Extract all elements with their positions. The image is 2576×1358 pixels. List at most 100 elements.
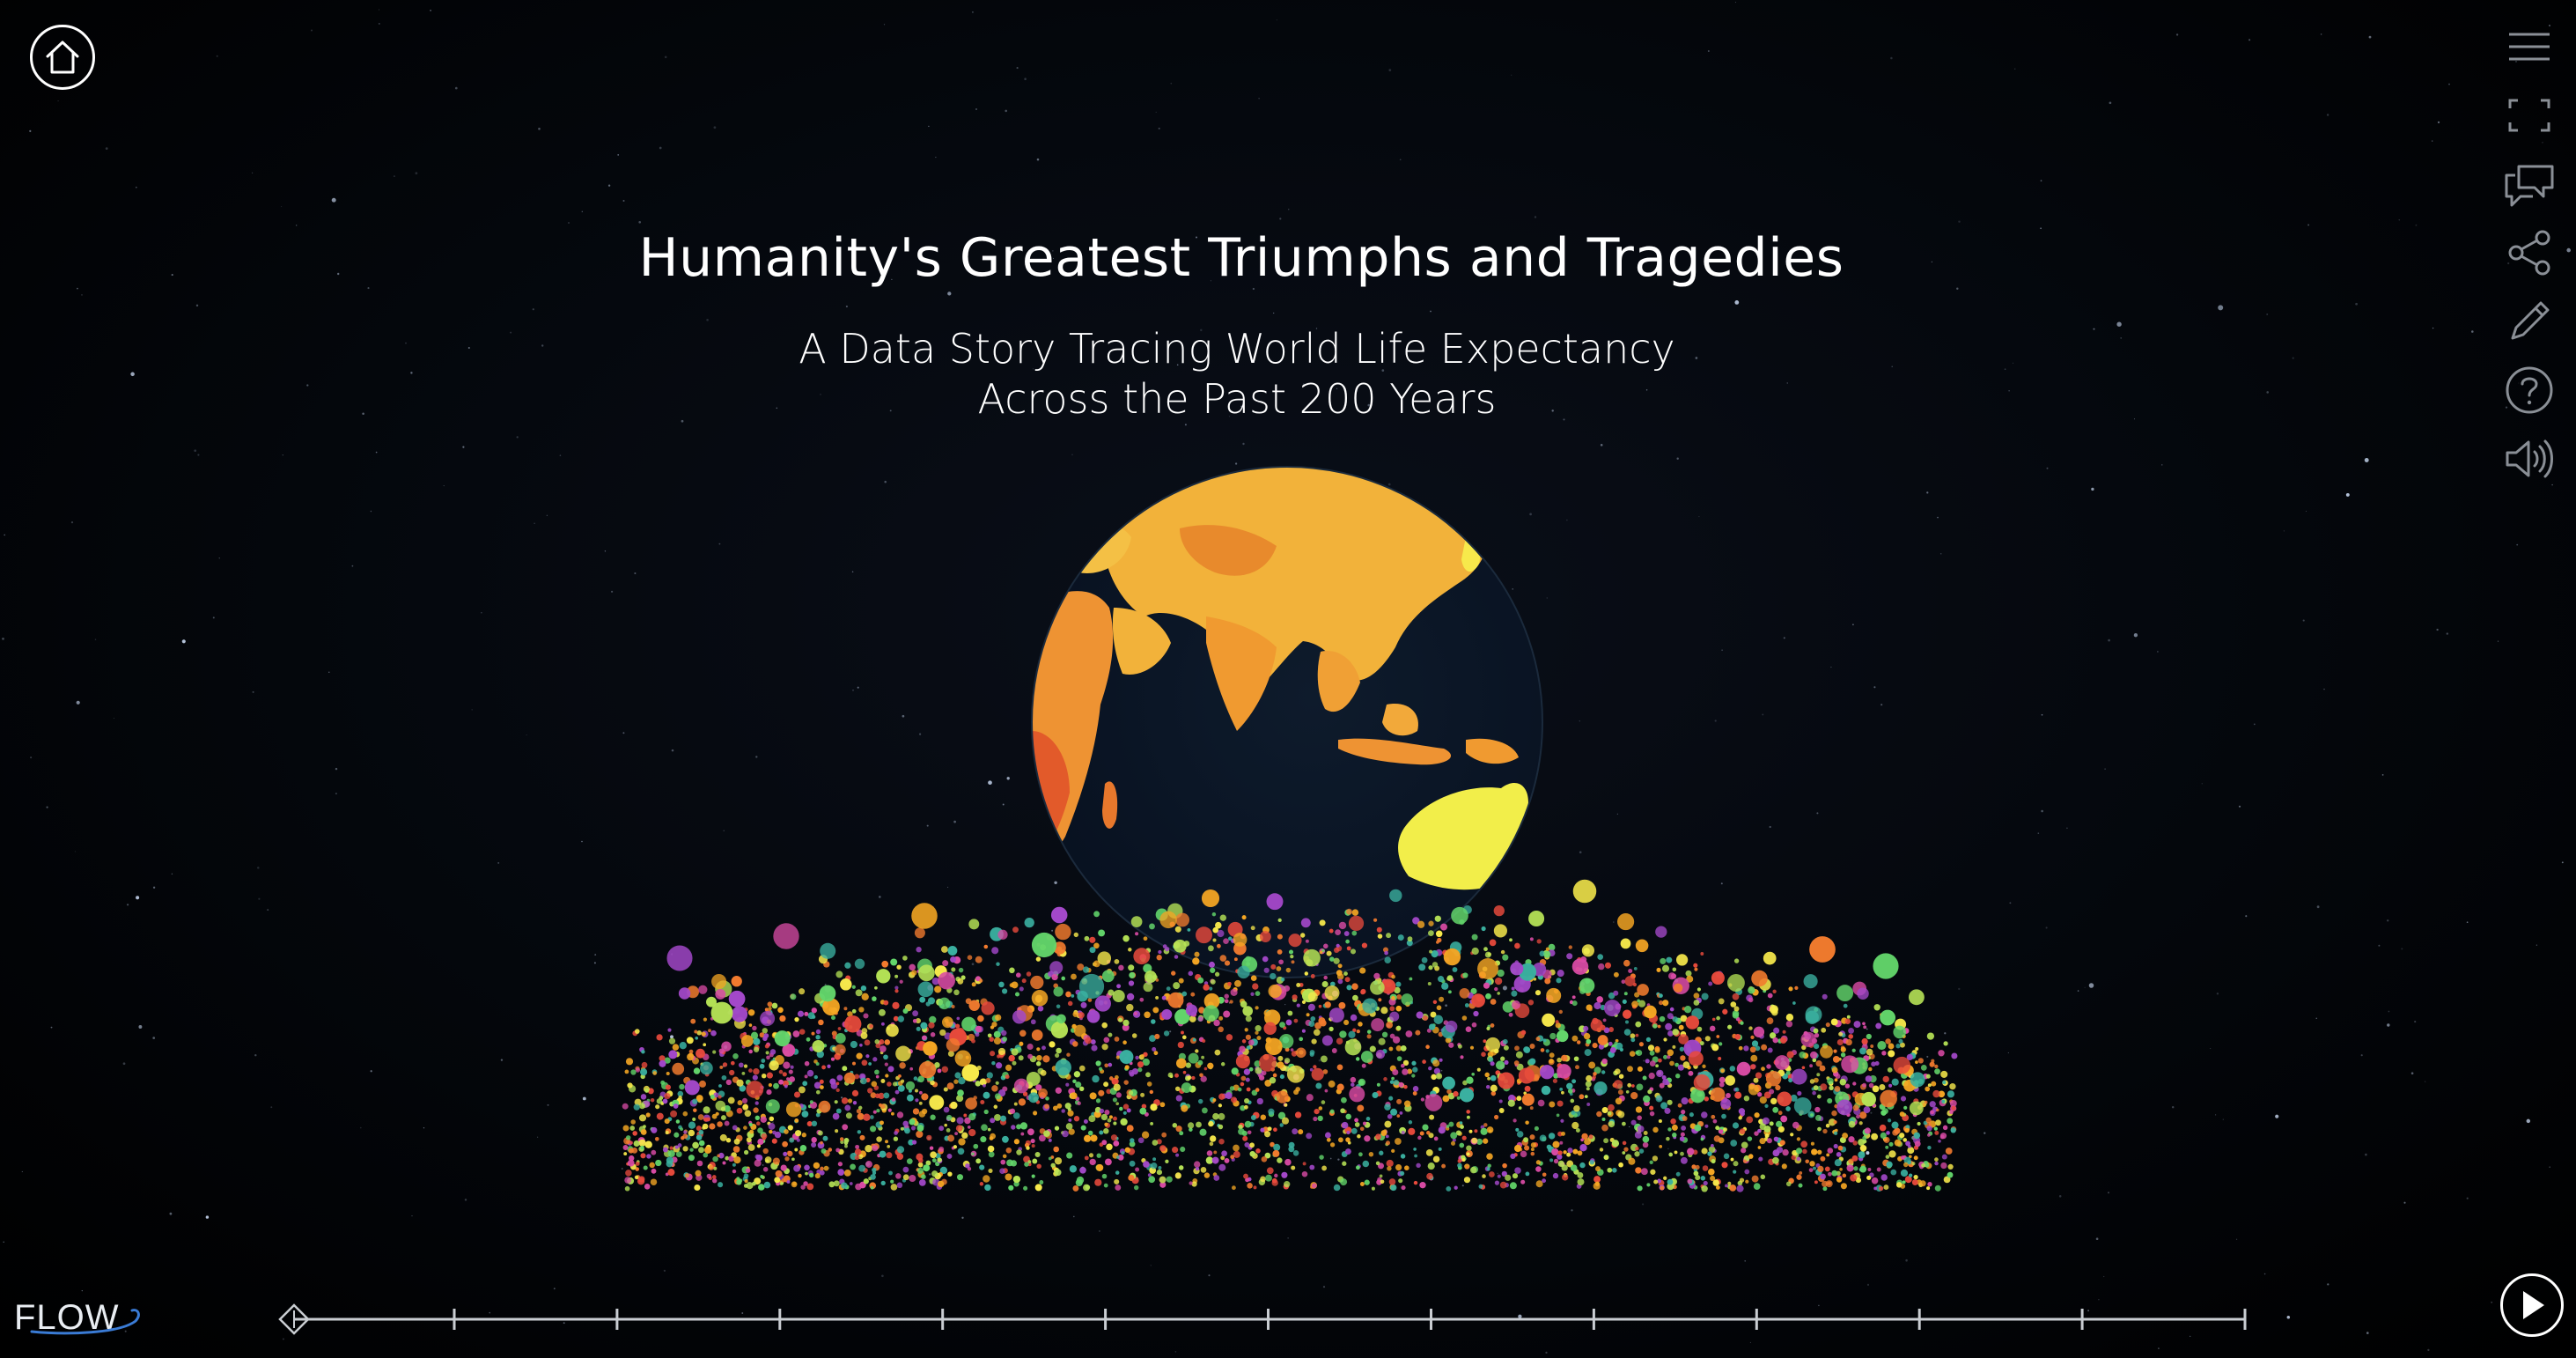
country-particle: [1646, 1183, 1651, 1187]
country-particle: [1013, 1139, 1020, 1145]
country-particle: [1340, 1178, 1348, 1186]
menu-button[interactable]: [2499, 12, 2560, 81]
edit-button[interactable]: [2499, 287, 2560, 356]
country-particle: [1351, 1127, 1358, 1134]
country-particle: [1561, 1054, 1568, 1062]
country-particle: [645, 1112, 651, 1118]
country-particle: [1808, 1168, 1814, 1172]
country-particle: [1212, 926, 1218, 934]
country-particle: [1809, 1161, 1815, 1167]
home-button[interactable]: [30, 25, 95, 90]
country-particle: [1624, 976, 1636, 987]
country-particle: [1359, 1126, 1365, 1132]
country-particle: [1490, 1090, 1497, 1096]
story-title: Humanity's Greatest Triumphs and Tragedi…: [638, 227, 1844, 289]
country-particle: [1389, 1033, 1395, 1039]
country-particle: [1036, 1054, 1042, 1061]
country-particle: [1790, 1133, 1794, 1137]
country-particle: [880, 1103, 886, 1110]
country-particle: [1237, 1087, 1242, 1092]
country-particle: [625, 1170, 632, 1177]
star: [1891, 365, 1893, 367]
country-particle: [1277, 934, 1283, 940]
play-button[interactable]: [2500, 1273, 2564, 1337]
country-particle: [1495, 1060, 1505, 1070]
country-particle: [1261, 1070, 1267, 1076]
sound-button[interactable]: [2499, 424, 2560, 493]
country-particle: [906, 1158, 913, 1164]
country-particle: [715, 1100, 726, 1111]
country-particle: [1284, 1158, 1292, 1166]
country-particle: [1537, 1099, 1545, 1107]
star: [926, 824, 929, 827]
country-particle: [1207, 1062, 1214, 1069]
country-particle: [782, 1072, 787, 1077]
star: [537, 1136, 539, 1138]
country-particle: [1486, 1126, 1494, 1133]
star: [1071, 454, 1073, 455]
country-particle: [1106, 1089, 1112, 1095]
star: [2104, 768, 2106, 770]
country-particle: [1825, 1022, 1830, 1028]
country-particle: [1516, 1063, 1524, 1071]
country-particle: [941, 1066, 949, 1074]
country-particle: [1391, 1076, 1395, 1081]
star: [282, 1338, 284, 1340]
country-particle: [1584, 1138, 1592, 1146]
country-particle: [1329, 1109, 1335, 1114]
country-particle: [1450, 1140, 1456, 1146]
country-particle: [1155, 995, 1159, 1000]
country-particle: [1668, 1152, 1674, 1157]
fullscreen-button[interactable]: [2499, 81, 2560, 150]
country-particle: [988, 1168, 993, 1173]
country-particle: [869, 1115, 874, 1119]
country-particle: [767, 1001, 773, 1007]
country-particle: [712, 1050, 717, 1054]
star: [2263, 1273, 2266, 1275]
country-particle: [1888, 1043, 1895, 1050]
country-particle: [1589, 1160, 1595, 1165]
country-particle: [1934, 1064, 1939, 1069]
country-particle: [835, 1081, 840, 1086]
country-particle: [1490, 1061, 1495, 1066]
country-particle: [1378, 998, 1382, 1002]
share-button[interactable]: [2499, 218, 2560, 287]
country-particle: [1617, 1111, 1625, 1118]
landmass-asia-dark: [1180, 525, 1277, 576]
star: [1242, 442, 1245, 446]
country-particle: [1682, 1116, 1688, 1121]
star: [335, 767, 338, 771]
country-particle: [1386, 1159, 1394, 1168]
country-particle: [1837, 1145, 1844, 1151]
country-particle: [1777, 1091, 1792, 1107]
country-particle: [1933, 1126, 1938, 1131]
help-button[interactable]: [2499, 356, 2560, 424]
country-particle: [1515, 1127, 1520, 1132]
country-particle: [1572, 879, 1597, 904]
country-particle: [1498, 1072, 1515, 1089]
star: [81, 294, 83, 296]
flow-logo[interactable]: FLOW: [14, 1298, 146, 1337]
country-particle: [1725, 1184, 1728, 1188]
comments-button[interactable]: [2499, 150, 2560, 218]
country-particle: [1159, 1102, 1166, 1108]
country-particle: [771, 1002, 778, 1009]
country-particle: [1379, 1150, 1384, 1155]
country-particle: [1510, 1153, 1516, 1159]
country-particle: [1833, 1131, 1838, 1135]
timeline-handle[interactable]: [278, 1303, 310, 1335]
country-particle: [830, 1057, 835, 1061]
country-particle: [1700, 1137, 1704, 1141]
timeline-scrubber[interactable]: [276, 1303, 2248, 1335]
country-particle: [697, 1114, 704, 1120]
country-particle: [1611, 1140, 1620, 1148]
country-particle: [1593, 1176, 1601, 1184]
country-particle: [899, 979, 903, 984]
star: [1534, 216, 1537, 218]
country-particle: [1621, 979, 1626, 985]
country-particle: [1049, 1041, 1056, 1048]
country-particle: [1380, 1007, 1388, 1015]
country-particle: [1450, 1132, 1458, 1140]
country-particle: [748, 1068, 753, 1073]
country-particle: [1483, 982, 1490, 989]
